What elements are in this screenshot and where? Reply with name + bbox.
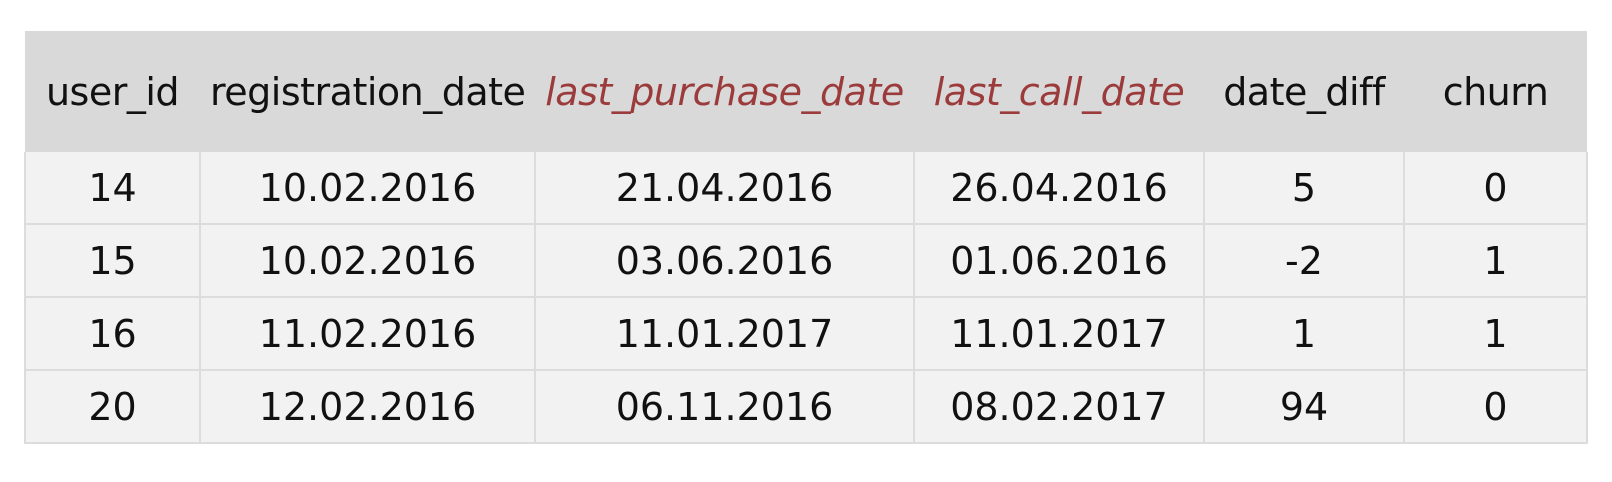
cell-churn: 1 <box>1403 296 1588 371</box>
cell-last-call-date: 11.01.2017 <box>913 296 1205 371</box>
cell-registration-date: 10.02.2016 <box>199 152 536 225</box>
column-header-churn: churn <box>1404 31 1587 152</box>
data-table-container: user_id registration_date last_purchase_… <box>24 31 1588 444</box>
header-row: user_id registration_date last_purchase_… <box>25 31 1587 152</box>
cell-user-id: 20 <box>24 369 201 444</box>
cell-date-diff: 1 <box>1203 296 1405 371</box>
cell-date-diff: 94 <box>1203 369 1405 444</box>
cell-last-call-date: 26.04.2016 <box>913 152 1205 225</box>
cell-churn: 0 <box>1403 369 1588 444</box>
table-row: 20 12.02.2016 06.11.2016 08.02.2017 94 0 <box>24 369 1588 444</box>
column-header-user-id: user_id <box>25 31 200 152</box>
column-header-last-purchase-date: last_purchase_date <box>535 31 914 152</box>
cell-last-purchase-date: 11.01.2017 <box>534 296 915 371</box>
cell-last-call-date: 08.02.2017 <box>913 369 1205 444</box>
cell-user-id: 14 <box>24 152 201 225</box>
cell-user-id: 15 <box>24 223 201 298</box>
column-header-last-call-date: last_call_date <box>914 31 1204 152</box>
cell-churn: 0 <box>1403 152 1588 225</box>
table-row: 16 11.02.2016 11.01.2017 11.01.2017 1 1 <box>24 296 1588 371</box>
cell-date-diff: 5 <box>1203 152 1405 225</box>
column-header-registration-date: registration_date <box>200 31 535 152</box>
cell-date-diff: -2 <box>1203 223 1405 298</box>
cell-last-purchase-date: 06.11.2016 <box>534 369 915 444</box>
cell-registration-date: 12.02.2016 <box>199 369 536 444</box>
table-body: 14 10.02.2016 21.04.2016 26.04.2016 5 0 … <box>24 152 1588 444</box>
cell-last-purchase-date: 21.04.2016 <box>534 152 915 225</box>
cell-user-id: 16 <box>24 296 201 371</box>
table-header: user_id registration_date last_purchase_… <box>25 31 1587 152</box>
table-row: 14 10.02.2016 21.04.2016 26.04.2016 5 0 <box>24 152 1588 225</box>
cell-registration-date: 11.02.2016 <box>199 296 536 371</box>
cell-churn: 1 <box>1403 223 1588 298</box>
data-table: user_id registration_date last_purchase_… <box>24 31 1588 444</box>
cell-last-purchase-date: 03.06.2016 <box>534 223 915 298</box>
table-row: 15 10.02.2016 03.06.2016 01.06.2016 -2 1 <box>24 223 1588 298</box>
cell-last-call-date: 01.06.2016 <box>913 223 1205 298</box>
cell-registration-date: 10.02.2016 <box>199 223 536 298</box>
column-header-date-diff: date_diff <box>1204 31 1404 152</box>
